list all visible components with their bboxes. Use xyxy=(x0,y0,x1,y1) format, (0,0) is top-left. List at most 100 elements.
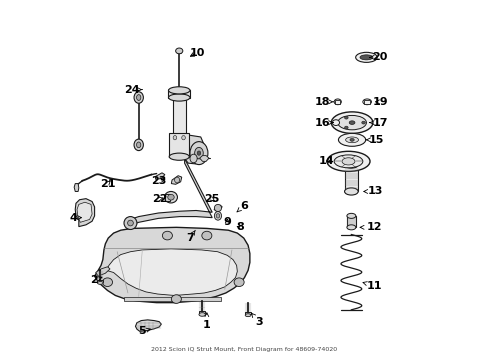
Text: 6: 6 xyxy=(237,201,247,212)
Text: 15: 15 xyxy=(365,135,384,145)
Text: 8: 8 xyxy=(236,222,244,232)
Ellipse shape xyxy=(326,151,369,171)
Ellipse shape xyxy=(344,188,357,195)
Ellipse shape xyxy=(244,314,250,317)
Ellipse shape xyxy=(190,141,207,165)
Text: 3: 3 xyxy=(251,314,262,327)
Bar xyxy=(164,194,170,201)
Ellipse shape xyxy=(197,151,201,155)
Text: 2012 Scion iQ Strut Mount, Front Diagram for 48609-74020: 2012 Scion iQ Strut Mount, Front Diagram… xyxy=(151,347,337,352)
Polygon shape xyxy=(96,267,110,276)
Polygon shape xyxy=(155,173,164,179)
Ellipse shape xyxy=(332,120,339,126)
Polygon shape xyxy=(135,320,161,331)
Bar xyxy=(363,100,369,104)
Text: 7: 7 xyxy=(186,230,195,243)
Ellipse shape xyxy=(168,87,190,94)
Bar xyxy=(334,100,340,104)
Polygon shape xyxy=(77,202,92,222)
Text: 20: 20 xyxy=(369,52,387,62)
Ellipse shape xyxy=(330,112,372,134)
Polygon shape xyxy=(171,176,182,184)
Text: 10: 10 xyxy=(189,48,204,58)
Ellipse shape xyxy=(124,217,137,229)
Polygon shape xyxy=(172,94,185,135)
Text: 21: 21 xyxy=(100,179,115,189)
Polygon shape xyxy=(199,156,208,161)
Ellipse shape xyxy=(175,48,183,54)
Ellipse shape xyxy=(214,204,221,212)
Ellipse shape xyxy=(162,231,172,240)
Polygon shape xyxy=(128,158,212,226)
Ellipse shape xyxy=(362,99,371,105)
Ellipse shape xyxy=(346,213,355,219)
Text: 18: 18 xyxy=(314,97,332,107)
Text: 16: 16 xyxy=(314,118,333,128)
Text: 5: 5 xyxy=(138,326,150,336)
Polygon shape xyxy=(106,249,237,296)
Ellipse shape xyxy=(349,138,353,141)
Polygon shape xyxy=(75,199,94,226)
Polygon shape xyxy=(94,227,249,303)
Polygon shape xyxy=(169,134,189,157)
Text: 4: 4 xyxy=(69,213,81,222)
Ellipse shape xyxy=(134,139,143,150)
Text: 2: 2 xyxy=(90,275,102,285)
Ellipse shape xyxy=(127,220,133,226)
Text: 11: 11 xyxy=(362,281,381,291)
Ellipse shape xyxy=(174,177,179,183)
Polygon shape xyxy=(346,216,355,227)
Polygon shape xyxy=(97,280,103,282)
Ellipse shape xyxy=(190,154,197,163)
Ellipse shape xyxy=(348,121,354,125)
Ellipse shape xyxy=(344,116,347,119)
Ellipse shape xyxy=(136,142,141,148)
Polygon shape xyxy=(74,184,79,192)
Ellipse shape xyxy=(338,134,365,146)
Polygon shape xyxy=(214,205,222,211)
Ellipse shape xyxy=(182,135,185,140)
Polygon shape xyxy=(344,165,357,192)
Ellipse shape xyxy=(173,135,176,140)
Ellipse shape xyxy=(345,137,358,143)
Ellipse shape xyxy=(341,158,354,165)
Ellipse shape xyxy=(194,147,203,159)
Ellipse shape xyxy=(234,278,244,287)
Text: 22: 22 xyxy=(152,194,168,204)
Ellipse shape xyxy=(361,121,365,124)
Ellipse shape xyxy=(134,92,143,103)
Ellipse shape xyxy=(136,95,141,100)
Text: 17: 17 xyxy=(369,118,387,128)
Polygon shape xyxy=(124,297,221,301)
Ellipse shape xyxy=(167,194,174,200)
Ellipse shape xyxy=(344,126,347,129)
Ellipse shape xyxy=(337,116,366,130)
Ellipse shape xyxy=(214,212,221,220)
Text: 1: 1 xyxy=(203,313,210,330)
Ellipse shape xyxy=(199,313,205,316)
Ellipse shape xyxy=(359,55,372,60)
Polygon shape xyxy=(199,311,205,314)
Ellipse shape xyxy=(202,231,211,240)
Text: 13: 13 xyxy=(363,186,382,197)
Ellipse shape xyxy=(97,282,103,284)
Text: 23: 23 xyxy=(151,176,166,186)
Text: 14: 14 xyxy=(318,156,333,166)
Text: 19: 19 xyxy=(371,97,387,107)
Ellipse shape xyxy=(102,278,112,287)
Ellipse shape xyxy=(171,295,181,303)
Ellipse shape xyxy=(216,214,219,218)
Ellipse shape xyxy=(355,52,376,62)
Text: 12: 12 xyxy=(360,222,381,232)
Ellipse shape xyxy=(169,153,189,160)
Polygon shape xyxy=(184,135,206,164)
Ellipse shape xyxy=(333,155,362,168)
Text: 25: 25 xyxy=(203,194,219,204)
Text: 24: 24 xyxy=(123,85,142,95)
Polygon shape xyxy=(168,90,190,98)
Ellipse shape xyxy=(344,161,357,168)
Ellipse shape xyxy=(168,94,190,101)
Ellipse shape xyxy=(164,192,177,203)
Polygon shape xyxy=(244,312,250,314)
Ellipse shape xyxy=(333,99,341,105)
